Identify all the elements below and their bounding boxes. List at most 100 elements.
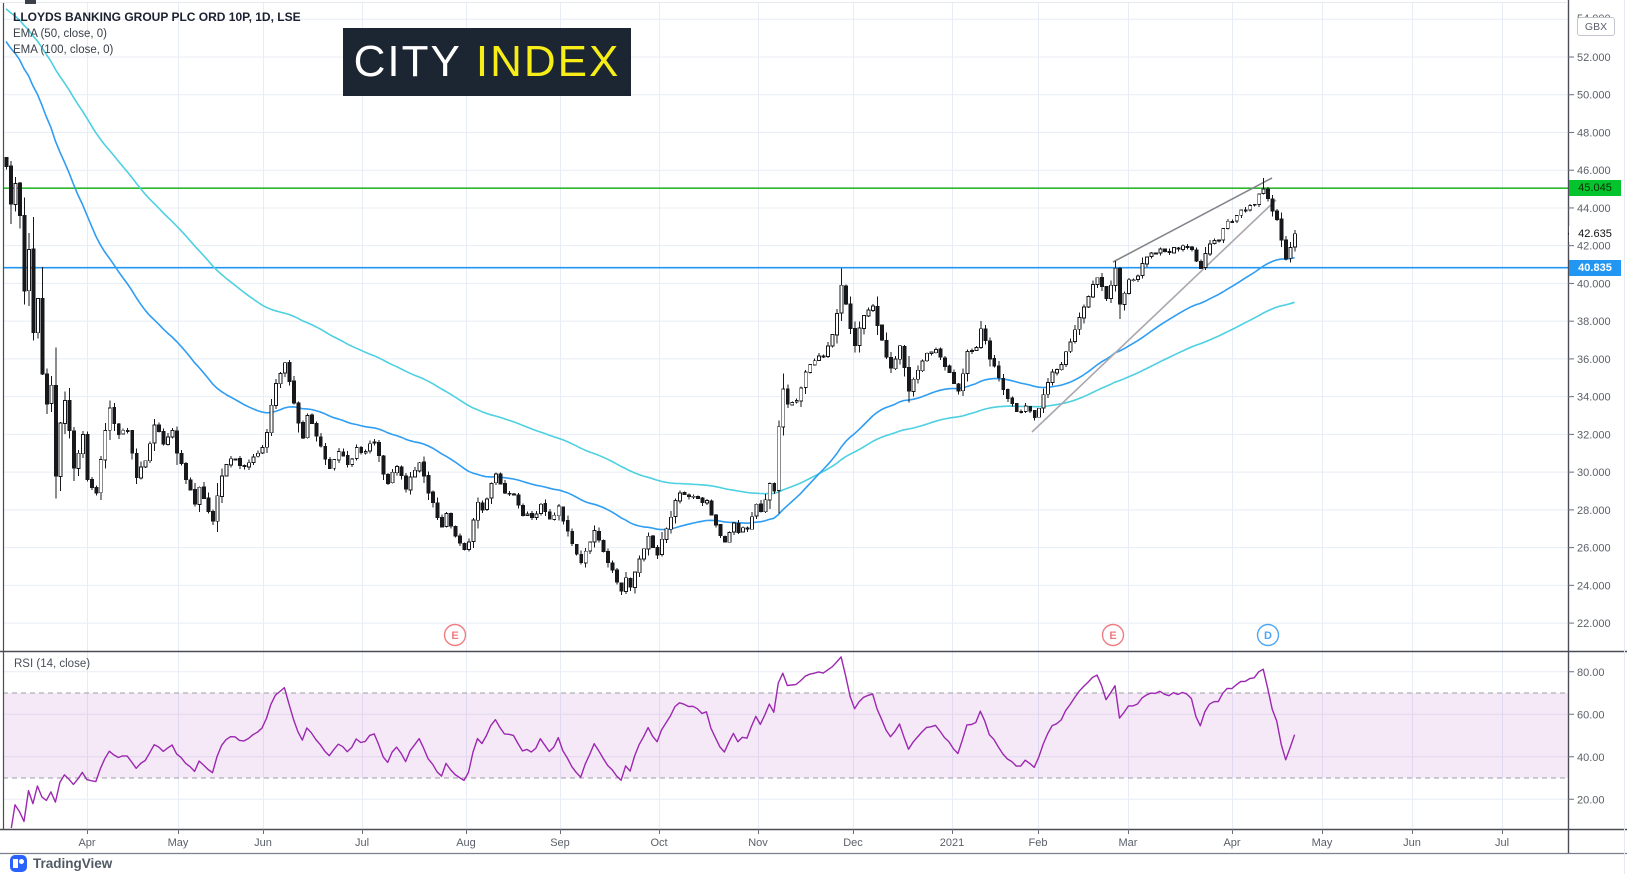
time-tick-label: Jul bbox=[355, 837, 369, 849]
attribution[interactable]: TradingView bbox=[10, 855, 112, 872]
event-marker-d[interactable]: D bbox=[1256, 623, 1280, 647]
trendline-1[interactable] bbox=[1112, 177, 1273, 263]
event-marker-letter: E bbox=[451, 630, 458, 642]
candle-up bbox=[444, 513, 449, 528]
candle-up bbox=[224, 464, 229, 477]
legend-ema100[interactable]: EMA (100, close, 0) bbox=[13, 44, 114, 56]
candle-up bbox=[588, 541, 593, 552]
candle-down bbox=[1198, 260, 1203, 269]
candle-up bbox=[471, 519, 476, 542]
legend-ema50[interactable]: EMA (50, close, 0) bbox=[13, 28, 107, 40]
price-tick-label: 34.000 bbox=[1577, 392, 1611, 404]
currency-gbx-button[interactable]: GBX bbox=[1577, 17, 1615, 36]
rsi-line[interactable] bbox=[6, 656, 1296, 833]
rsi-axis[interactable]: 80.00 60.00 40.00 20.00 bbox=[1568, 667, 1605, 807]
rsi-tick-label: 60.00 bbox=[1577, 709, 1605, 721]
candle-up bbox=[1023, 405, 1028, 412]
candle-up bbox=[1230, 220, 1235, 223]
candle-up bbox=[633, 571, 638, 588]
candle-up bbox=[390, 471, 395, 484]
price-tick-label: 52.000 bbox=[1577, 52, 1611, 64]
candle-down bbox=[211, 511, 215, 522]
price-tick-label: 46.000 bbox=[1577, 165, 1611, 177]
candle-up bbox=[121, 429, 126, 435]
candle-up bbox=[260, 447, 265, 454]
candle-up bbox=[839, 284, 844, 314]
candle-up bbox=[1261, 188, 1266, 194]
candle-up bbox=[264, 432, 269, 448]
event-marker-e[interactable]: E bbox=[443, 623, 467, 647]
candle-down bbox=[956, 383, 961, 392]
support-price-label[interactable]: 40.835 bbox=[1569, 259, 1621, 276]
candle-down bbox=[709, 500, 714, 516]
grid-layer bbox=[3, 3, 1568, 829]
candle-up bbox=[76, 452, 81, 470]
candle-up bbox=[332, 459, 337, 469]
candle-down bbox=[687, 494, 691, 498]
candles-layer[interactable] bbox=[4, 156, 1298, 595]
candle-up bbox=[624, 577, 629, 592]
price-axis[interactable]: 52.000 50.000 48.000 46.000 44.000 42.000 40.0… bbox=[1568, 52, 1611, 630]
ema100-line[interactable] bbox=[5, 8, 1295, 495]
symbol-title[interactable]: LLOYDS BANKING GROUP PLC ORD 10P, 1D, LS… bbox=[13, 10, 301, 24]
candle-down bbox=[1153, 252, 1158, 255]
candle-up bbox=[857, 327, 862, 347]
candle-down bbox=[426, 475, 431, 494]
candle-up bbox=[1140, 263, 1145, 277]
candle-down bbox=[161, 431, 166, 445]
candle-up bbox=[220, 475, 224, 497]
candle-up bbox=[484, 498, 489, 510]
rsi-indicator-label[interactable]: RSI (14, close) bbox=[14, 658, 91, 670]
candle-down bbox=[175, 430, 180, 454]
candle-down bbox=[314, 423, 319, 437]
candle-up bbox=[1257, 193, 1262, 205]
legend: LLOYDS BANKING GROUP PLC ORD 10P, 1D, LS… bbox=[13, 9, 301, 58]
candle-down bbox=[848, 303, 853, 330]
candle-down bbox=[18, 182, 22, 216]
candle-up bbox=[1288, 247, 1293, 259]
ema50-line[interactable] bbox=[5, 41, 1295, 531]
candle-down bbox=[987, 340, 992, 360]
candle-down bbox=[785, 388, 790, 405]
city-index-watermark: CITY INDEX bbox=[343, 28, 631, 96]
price-tick-label: 38.000 bbox=[1577, 316, 1611, 328]
candle-up bbox=[803, 371, 808, 389]
candle-down bbox=[327, 458, 332, 469]
candle-up bbox=[933, 349, 938, 354]
candle-down bbox=[1176, 247, 1181, 250]
candle-down bbox=[404, 475, 409, 490]
candle-up bbox=[354, 447, 359, 459]
trendline-2[interactable] bbox=[1031, 199, 1277, 433]
candle-up bbox=[794, 399, 799, 403]
candle-up bbox=[817, 355, 822, 361]
candle-down bbox=[529, 512, 534, 518]
candle-up bbox=[678, 492, 682, 502]
candle-down bbox=[547, 511, 552, 520]
price-tick-label: 36.000 bbox=[1577, 354, 1611, 366]
candle-up bbox=[1131, 279, 1136, 282]
candle-down bbox=[431, 491, 435, 504]
candle-up bbox=[489, 482, 494, 499]
candle-down bbox=[570, 530, 575, 545]
candle-up bbox=[893, 358, 898, 370]
candle-down bbox=[696, 495, 700, 500]
candle-up bbox=[1086, 296, 1091, 308]
candle-down bbox=[318, 436, 323, 447]
event-marker-circle bbox=[443, 623, 467, 647]
candle-up bbox=[215, 495, 220, 522]
candle-down bbox=[112, 406, 117, 424]
candle-up bbox=[408, 476, 413, 491]
event-marker-e[interactable]: E bbox=[1101, 623, 1125, 647]
candle-up bbox=[197, 486, 202, 505]
candle-up bbox=[125, 430, 130, 433]
resistance-price-label[interactable]: 45.045 bbox=[1569, 180, 1621, 197]
candle-up bbox=[920, 360, 925, 372]
candle-down bbox=[1028, 406, 1033, 412]
candle-up bbox=[1050, 371, 1055, 383]
rsi-tick-label: 20.00 bbox=[1577, 794, 1605, 806]
candle-up bbox=[1221, 228, 1226, 241]
time-axis[interactable]: Apr May Jun Jul Aug Sep Oct Nov Dec 2021 Feb Mar Apr… bbox=[78, 829, 1509, 849]
candle-up bbox=[808, 364, 813, 373]
candle-down bbox=[610, 562, 615, 571]
